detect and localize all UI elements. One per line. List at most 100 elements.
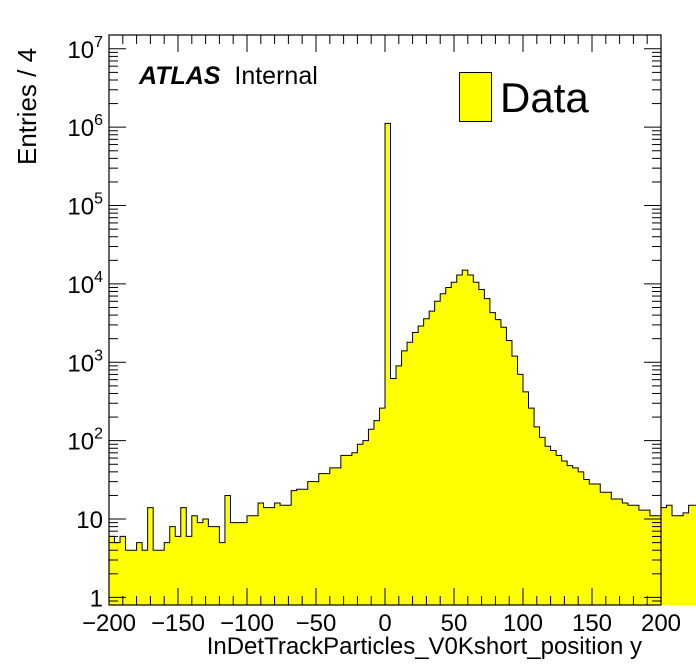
histogram-bin: [169, 526, 176, 605]
x-tick-label: 0: [378, 610, 391, 637]
y-tick-label: 107: [67, 34, 103, 64]
histogram-bin: [589, 483, 596, 605]
histogram-bin: [401, 350, 408, 605]
histogram-bin: [578, 471, 585, 605]
histogram-bin: [142, 550, 149, 605]
x-tick-label: −50: [296, 610, 337, 637]
histogram-bin: [550, 450, 557, 605]
histogram-bin: [688, 505, 695, 605]
histogram-bin: [269, 507, 275, 605]
legend-swatch-data: [459, 72, 492, 122]
histogram-bin: [224, 495, 231, 605]
histogram-bin: [202, 519, 209, 605]
histogram-bin: [534, 426, 540, 605]
x-tick-label: 100: [503, 610, 543, 637]
histogram-bin: [186, 536, 193, 605]
histogram-bin: [528, 408, 535, 605]
histogram-bin: [373, 420, 380, 605]
y-tick-label: 1: [90, 585, 103, 612]
histogram-bin: [407, 342, 413, 605]
x-tick-label: −150: [151, 610, 205, 637]
histogram-bin: [164, 542, 171, 605]
histogram-bin: [605, 492, 612, 605]
histogram-bin: [572, 467, 579, 605]
histogram-bin: [263, 507, 270, 605]
y-tick-label: 10: [76, 507, 103, 534]
histogram-bin: [500, 327, 507, 605]
y-tick-label: 103: [67, 347, 103, 377]
histogram-bin: [390, 378, 397, 605]
histogram-bin: [523, 391, 529, 605]
histogram-bin: [324, 473, 331, 605]
histogram-bin: [208, 526, 215, 605]
histogram-bin: [556, 455, 563, 605]
histogram-bin: [131, 550, 137, 605]
histogram-bin: [191, 515, 198, 605]
histogram-bin: [478, 289, 485, 605]
histogram-bin: [616, 499, 623, 605]
histogram-bin: [285, 505, 292, 605]
histogram-bin: [296, 489, 303, 605]
histogram-bin: [313, 481, 320, 605]
histogram-bin: [291, 490, 298, 605]
histogram-bin: [434, 301, 441, 605]
x-tick-label: 150: [572, 610, 612, 637]
histogram-outline: [108, 122, 696, 605]
histogram-bin: [385, 123, 391, 605]
histogram-bin: [567, 465, 574, 605]
histogram-bin: [368, 429, 375, 605]
histogram-bin: [451, 282, 458, 605]
histogram-bin: [180, 507, 187, 605]
histogram-bin: [274, 503, 281, 605]
y-tick-label: 104: [67, 269, 103, 299]
x-tick-label: 200: [641, 610, 681, 637]
histogram-bin: [340, 455, 347, 605]
axis-ticks: [108, 35, 662, 606]
histogram-bin: [622, 503, 629, 605]
histogram-bin: [125, 550, 132, 605]
histogram-bin: [539, 437, 546, 605]
histogram-bin: [677, 515, 684, 605]
histogram-bin: [644, 510, 651, 605]
x-axis-title: InDetTrackParticles_V0Kshort_position y: [206, 633, 642, 660]
histogram-bars: [108, 122, 696, 605]
histogram-bin: [666, 505, 673, 605]
histogram-bin: [396, 365, 402, 605]
histogram-bin: [235, 522, 242, 605]
atlas-bold-text: ATLAS: [139, 62, 221, 90]
y-tick-label: 102: [67, 426, 103, 456]
histogram-bin: [362, 440, 369, 605]
histogram-bin: [280, 505, 287, 605]
histogram-bin: [153, 550, 160, 605]
histogram-bin: [473, 282, 480, 605]
histogram-bin: [335, 467, 342, 605]
histogram-bin: [147, 507, 154, 605]
atlas-status-text: Internal: [234, 62, 318, 90]
histogram-bin: [467, 274, 474, 605]
histogram-bin: [418, 326, 425, 605]
histogram-bin: [351, 452, 358, 605]
histogram-bin: [412, 332, 419, 605]
histogram-bin: [683, 512, 689, 605]
histogram-bin: [423, 318, 430, 605]
histogram-bin: [302, 489, 309, 605]
histogram-bin: [258, 503, 264, 605]
histogram-bin: [694, 505, 696, 605]
histogram-bin: [197, 522, 204, 605]
histogram-bin: [346, 455, 353, 605]
histogram-bin: [318, 473, 325, 605]
histogram-bin: [379, 408, 386, 605]
x-tick-label: −200: [82, 610, 136, 637]
histogram-bin: [456, 274, 463, 605]
histogram-bin: [120, 536, 126, 605]
histogram-bin: [357, 444, 364, 605]
histogram-bin: [611, 499, 618, 605]
histogram-bin: [633, 505, 640, 605]
atlas-label: ATLAS Internal: [139, 62, 318, 91]
histogram-bin: [109, 536, 115, 605]
histogram-bin: [484, 298, 491, 605]
histogram-bin: [445, 287, 452, 605]
histogram-bin: [213, 526, 220, 605]
histogram-bin: [307, 481, 314, 605]
